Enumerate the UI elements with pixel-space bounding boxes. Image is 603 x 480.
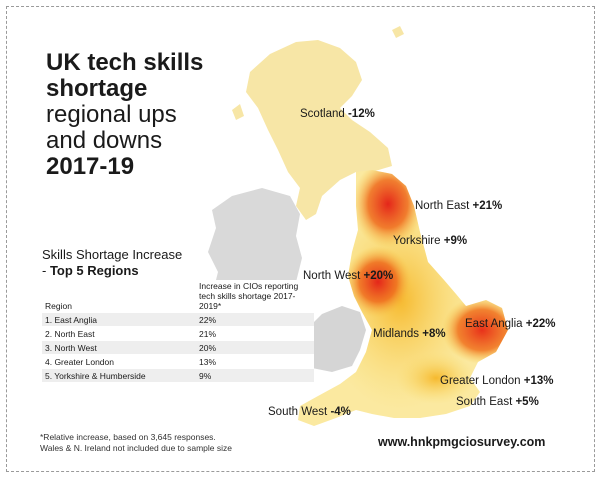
region-name: East Anglia (465, 318, 523, 330)
table-cell-value: 9% (196, 368, 314, 382)
table-cell-region: 4. Greater London (42, 354, 196, 369)
region-label-yorkshire: Yorkshire +9% (393, 235, 467, 247)
region-label-midlands: Midlands +8% (373, 328, 446, 340)
legend-subheading-text: Top 5 Regions (49, 263, 139, 278)
region-label-east-anglia: East Anglia +22% (465, 318, 555, 330)
table-row: 5. Yorkshire & Humberside 9% (42, 368, 314, 382)
table-cell-region: 3. North West (42, 340, 196, 355)
region-label-south-east: South East +5% (456, 396, 539, 408)
region-value: +5% (515, 396, 539, 408)
region-name: Scotland (300, 108, 345, 120)
table-row: 2. North East 21% (42, 326, 314, 341)
scotland-shape (246, 40, 392, 220)
region-value: +21% (472, 200, 503, 212)
region-name: South East (456, 396, 513, 408)
top-regions-table: Region Increase in CIOs reporting tech s… (42, 280, 314, 382)
region-label-greater-london: Greater London +13% (440, 375, 554, 387)
page-title: UK tech skills shortage regional ups and… (46, 50, 203, 180)
region-value: +20% (363, 270, 394, 282)
footnote: *Relative increase, based on 3,645 respo… (40, 432, 232, 454)
title-line-3: regional ups (46, 101, 177, 128)
column-header-increase: Increase in CIOs reporting tech skills s… (199, 281, 299, 311)
region-name: Greater London (440, 375, 521, 387)
footnote-line-1: *Relative increase, based on 3,645 respo… (40, 432, 216, 442)
region-value: +13% (523, 375, 554, 387)
dashed-border (6, 6, 595, 472)
table-cell-region: 1. East Anglia (42, 312, 196, 327)
region-label-north-west: North West +20% (303, 270, 393, 282)
table-cell-region: 2. North East (42, 326, 196, 341)
region-value: -12% (347, 108, 375, 120)
region-name: Yorkshire (393, 235, 441, 247)
table-cell-value: 20% (196, 340, 314, 355)
legend-heading: Skills Shortage Increase (42, 247, 183, 262)
title-line-5: 2017-19 (46, 153, 135, 180)
table-cell-value: 21% (196, 326, 314, 341)
table-row: 3. North West 20% (42, 340, 314, 355)
island-shape (232, 104, 244, 120)
region-label-north-east: North East +21% (415, 200, 502, 212)
region-value: +8% (422, 328, 446, 340)
region-label-south-west: South West -4% (268, 406, 351, 418)
island-shape (392, 26, 404, 38)
region-name: Midlands (373, 328, 420, 340)
survey-url[interactable]: www.hnkpmgciosurvey.com (378, 435, 546, 449)
legend-subheading-prefix: - (42, 263, 50, 278)
region-value: +9% (443, 235, 468, 247)
title-line-2: shortage (46, 75, 148, 102)
legend-subheading: - Top 5 Regions (42, 263, 139, 278)
footnote-line-2: Wales & N. Ireland not included due to s… (40, 443, 232, 453)
region-name: North West (303, 270, 361, 282)
region-label-scotland: Scotland -12% (300, 108, 375, 120)
region-name: North East (415, 200, 470, 212)
table-row: 1. East Anglia 22% (42, 312, 314, 327)
region-name: South West (268, 406, 328, 418)
table-cell-value: 22% (196, 312, 314, 327)
wales-shape (304, 306, 366, 372)
title-line-4: and downs (46, 127, 163, 154)
table-cell-value: 13% (196, 354, 314, 369)
table-cell-region: 5. Yorkshire & Humberside (42, 368, 196, 382)
table-header-row: Region Increase in CIOs reporting tech s… (42, 280, 314, 313)
title-line-1: UK tech skills (46, 49, 204, 76)
table-row: 4. Greater London 13% (42, 354, 314, 369)
region-value: -4% (330, 406, 351, 418)
region-value: +22% (525, 318, 556, 330)
column-header-region: Region (45, 301, 72, 311)
